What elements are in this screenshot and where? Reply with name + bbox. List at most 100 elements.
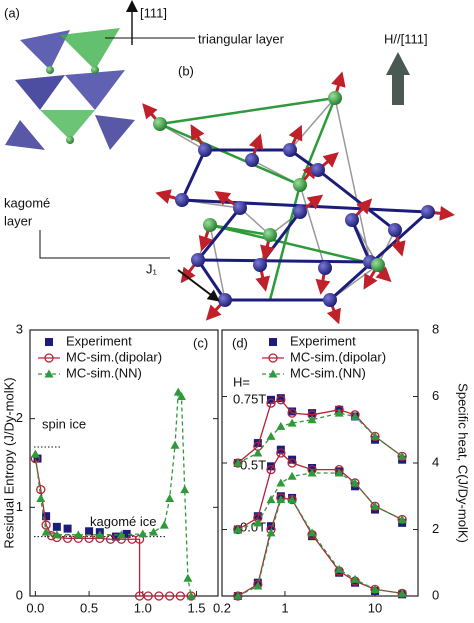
x-tick-label: 0.0: [26, 600, 44, 615]
data-point: [52, 530, 62, 539]
data-point: [186, 591, 196, 600]
data-point: [287, 418, 297, 427]
data-point: [267, 462, 276, 471]
y-tick-label: 3: [16, 321, 23, 336]
annotation: kagomé ice: [90, 514, 156, 529]
data-point: [95, 530, 105, 539]
data-point: [308, 463, 317, 472]
x-tick-label: 1.0: [134, 600, 152, 615]
data-point: [397, 451, 407, 460]
data-point: [276, 421, 286, 430]
y-tick-label: 1: [16, 499, 23, 514]
data-point: [350, 574, 360, 583]
exchange-label: J₁: [146, 261, 158, 276]
data-point: [253, 448, 263, 457]
annotation: 0.75T: [233, 391, 266, 406]
data-point: [350, 411, 360, 420]
data-point: [165, 493, 175, 502]
data-point: [287, 408, 297, 418]
data-point: [276, 395, 286, 405]
data-point: [85, 527, 94, 536]
legend-marker: [269, 338, 277, 346]
y-tick-label: 6: [432, 388, 439, 403]
data-point: [276, 478, 286, 487]
data-point: [287, 458, 297, 468]
x-tick-label: 0.5: [80, 600, 98, 615]
data-point: [370, 431, 380, 440]
direction-label: [111]: [140, 5, 167, 20]
data-point: [397, 588, 407, 597]
data-point: [276, 495, 286, 504]
data-point: [287, 495, 297, 504]
y-axis-label: Residual Entropy (J/Dy-molK): [1, 377, 16, 548]
data-point: [41, 527, 51, 536]
data-point: [63, 524, 72, 533]
data-point: [288, 407, 297, 416]
data-point: [276, 448, 286, 458]
leader-line: [39, 230, 170, 259]
data-point: [122, 529, 131, 538]
data-point: [233, 458, 243, 467]
legend-label: MC-sim.(NN): [66, 365, 142, 380]
data-point: [307, 415, 317, 424]
legend-marker: [45, 338, 53, 346]
data-point: [116, 530, 126, 539]
data-point: [307, 528, 317, 537]
data-point: [350, 478, 360, 487]
legend-marker: [268, 353, 278, 363]
data-point: [176, 392, 186, 400]
legend-marker: [44, 369, 54, 378]
field-label: H//[111]: [384, 31, 428, 46]
annotation: spin ice: [42, 416, 86, 431]
layer-label: kagomé: [4, 195, 50, 210]
legend-label: Experiment: [66, 333, 132, 348]
annotation: 0.5T: [240, 457, 266, 472]
y-tick-label: 2: [16, 410, 23, 425]
data-point: [253, 581, 263, 590]
data-point: [266, 528, 276, 537]
legend-label: Experiment: [290, 333, 356, 348]
data-point: [334, 468, 344, 477]
panel-label: (a): [4, 5, 20, 20]
data-point: [36, 493, 46, 502]
x-tick-label: 1: [281, 600, 288, 615]
layer-label: triangular layer: [198, 31, 285, 46]
data-point: [266, 495, 276, 504]
x-tick-label: 10: [368, 600, 382, 615]
series-line: [34, 390, 192, 597]
data-point: [276, 394, 285, 403]
data-point: [288, 455, 297, 464]
data-point: [370, 501, 380, 510]
data-point: [183, 573, 193, 582]
x-tick-label: 1.5: [187, 600, 205, 615]
field-arrow: [386, 52, 410, 105]
data-point: [307, 468, 317, 477]
series-line: [237, 412, 403, 597]
data-point: [266, 398, 276, 408]
data-point: [170, 440, 180, 449]
data-point: [370, 584, 380, 593]
data-point: [180, 485, 190, 494]
data-point: [30, 449, 40, 458]
data-point: [334, 564, 344, 573]
data-point: [267, 395, 276, 404]
legend-marker: [268, 369, 278, 378]
panel-label: (d): [232, 335, 248, 350]
y-tick-label: 2: [432, 521, 439, 536]
data-point: [266, 431, 276, 440]
layer-label: layer: [4, 213, 33, 228]
data-point: [159, 520, 169, 529]
exchange-arrow: [177, 269, 220, 302]
legend-label: MC-sim.(dipolar): [66, 349, 162, 364]
x-tick-label: 0.2: [213, 600, 231, 615]
data-point: [233, 525, 243, 533]
panel-label: (c): [193, 335, 208, 350]
data-point: [138, 529, 148, 538]
y-tick-label: 4: [432, 454, 439, 469]
data-point: [276, 445, 285, 454]
data-point: [266, 464, 276, 475]
data-point: [267, 522, 276, 531]
series-line: [34, 458, 192, 597]
y-tick-label: 0: [432, 587, 439, 602]
data-point: [111, 532, 120, 541]
